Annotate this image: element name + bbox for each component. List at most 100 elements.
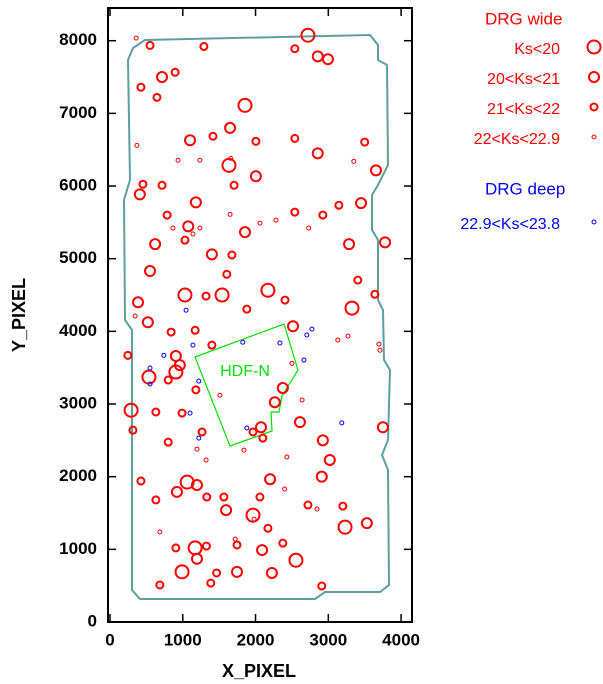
- data-point: [351, 158, 357, 164]
- data-point: [278, 538, 288, 548]
- x-tick-label: 0: [105, 630, 114, 649]
- data-point: [190, 552, 203, 565]
- data-point: [177, 287, 193, 303]
- data-point: [190, 231, 196, 237]
- data-point: [379, 236, 392, 249]
- data-point: [265, 566, 278, 579]
- data-point: [237, 97, 253, 113]
- data-point: [151, 407, 161, 417]
- data-point: [187, 540, 203, 556]
- data-point: [205, 248, 218, 261]
- data-point: [157, 529, 163, 535]
- data-point: [284, 454, 290, 460]
- data-point: [197, 427, 207, 437]
- data-point: [145, 40, 155, 50]
- y-tick-label: 0: [88, 611, 97, 630]
- data-point: [323, 453, 336, 466]
- data-point: [255, 421, 267, 434]
- data-point: [202, 492, 212, 502]
- data-point: [190, 342, 196, 348]
- data-point: [280, 295, 290, 305]
- data-point: [230, 565, 243, 578]
- data-point: [133, 188, 146, 201]
- data-point: [144, 265, 157, 278]
- data-point: [338, 501, 348, 511]
- data-point: [222, 269, 232, 279]
- x-tick-label: 4000: [382, 630, 420, 649]
- data-point: [227, 211, 233, 217]
- data-point: [203, 457, 209, 463]
- data-point: [227, 250, 237, 260]
- y-tick-label: 2000: [59, 466, 97, 485]
- data-point: [197, 225, 203, 231]
- data-point: [133, 35, 139, 41]
- data-point: [201, 291, 211, 301]
- data-point: [249, 170, 262, 183]
- data-point: [138, 179, 148, 189]
- data-point: [175, 157, 181, 163]
- y-tick-label: 6000: [59, 176, 97, 195]
- data-point: [256, 544, 269, 557]
- legend-symbol: [591, 134, 597, 140]
- data-point: [360, 137, 370, 147]
- data-point: [170, 67, 180, 77]
- data-point: [221, 157, 237, 173]
- data-point: [174, 564, 190, 580]
- data-point: [339, 420, 345, 426]
- data-point: [344, 300, 360, 316]
- data-point: [151, 495, 161, 505]
- data-point: [199, 42, 209, 52]
- data-point: [189, 196, 202, 209]
- data-point: [309, 326, 315, 332]
- hdf-n-outline: [194, 323, 299, 447]
- data-point: [166, 327, 176, 337]
- data-point: [157, 180, 167, 190]
- data-point: [232, 540, 242, 550]
- data-point: [255, 492, 265, 502]
- data-point: [273, 217, 279, 223]
- data-point: [263, 523, 273, 533]
- survey-outline: [122, 33, 392, 600]
- data-point: [170, 485, 183, 498]
- data-point: [194, 446, 200, 452]
- data-point: [155, 580, 165, 590]
- data-point: [177, 408, 187, 418]
- data-point: [316, 434, 329, 447]
- data-point: [132, 296, 145, 309]
- data-point: [377, 347, 383, 353]
- data-point: [258, 433, 268, 443]
- data-point: [201, 541, 211, 551]
- legend-title: DRG wide: [485, 9, 562, 28]
- data-point: [163, 375, 173, 385]
- data-point: [123, 402, 139, 418]
- legend-label: 22.9<Ks<23.8: [460, 216, 560, 233]
- data-point: [136, 476, 146, 486]
- data-point: [370, 289, 380, 299]
- data-point: [149, 238, 162, 251]
- data-point: [355, 197, 368, 210]
- data-point: [360, 517, 373, 530]
- data-point: [257, 220, 263, 226]
- legend-symbol: [588, 71, 600, 83]
- data-point: [197, 157, 203, 163]
- data-point: [212, 568, 222, 578]
- data-point: [206, 578, 216, 588]
- data-point: [156, 71, 169, 84]
- legend-symbol: [586, 39, 602, 55]
- data-point: [173, 359, 186, 372]
- data-point: [162, 210, 172, 220]
- y-tick-label: 5000: [59, 248, 97, 267]
- data-point: [345, 333, 351, 339]
- data-point: [317, 581, 327, 591]
- legend-symbol: [591, 219, 597, 225]
- data-point: [318, 210, 328, 220]
- data-point: [299, 397, 305, 403]
- data-point: [353, 275, 363, 285]
- x-tick-label: 3000: [309, 630, 347, 649]
- data-point: [152, 92, 162, 102]
- data-point: [276, 382, 289, 395]
- data-point: [219, 492, 229, 502]
- data-point: [304, 332, 310, 338]
- data-point: [311, 50, 324, 63]
